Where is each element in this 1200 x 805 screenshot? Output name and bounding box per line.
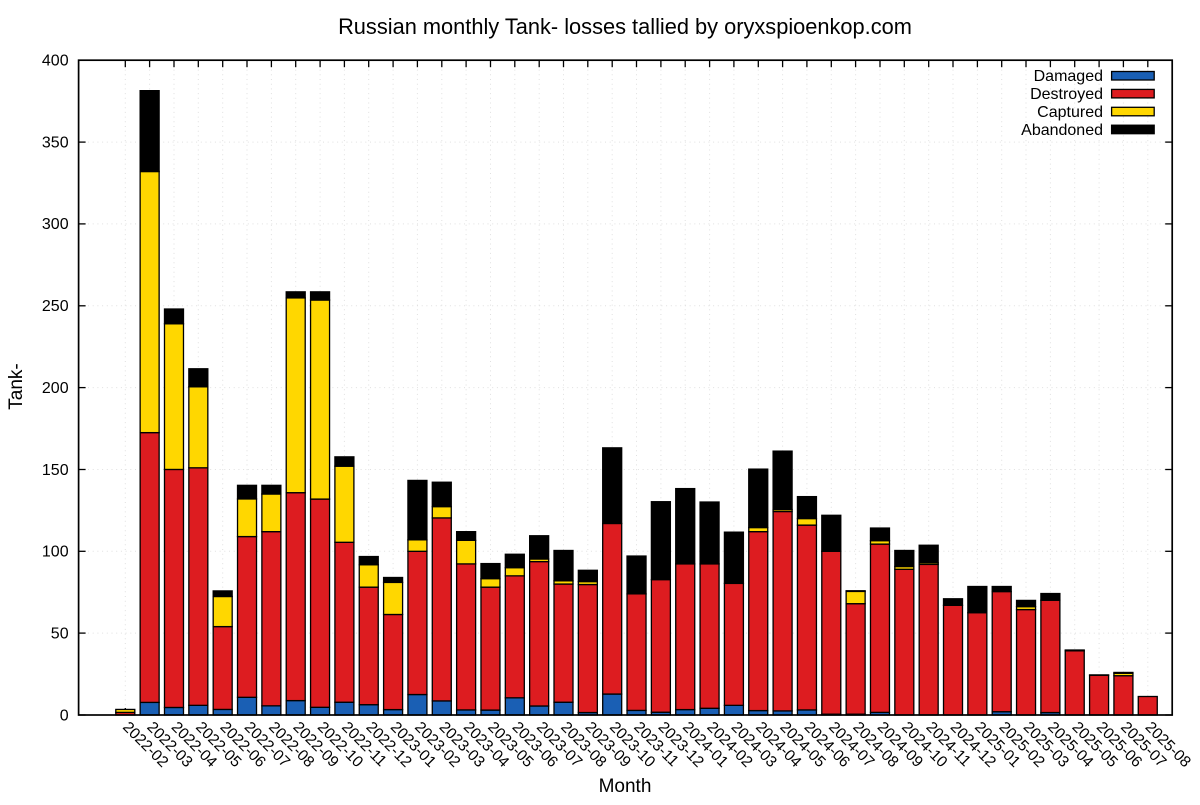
- svg-text:Month: Month: [599, 776, 652, 797]
- svg-text:50: 50: [51, 625, 69, 642]
- svg-text:400: 400: [42, 53, 69, 70]
- svg-text:Destroyed: Destroyed: [1030, 86, 1103, 103]
- svg-text:Captured: Captured: [1037, 104, 1103, 121]
- svg-text:350: 350: [42, 134, 69, 151]
- svg-text:0: 0: [60, 707, 69, 724]
- svg-text:Tank-: Tank-: [6, 363, 27, 409]
- svg-text:250: 250: [42, 298, 69, 315]
- svg-text:300: 300: [42, 216, 69, 233]
- svg-text:150: 150: [42, 462, 69, 479]
- svg-text:Russian monthly Tank- losses t: Russian monthly Tank- losses tallied by …: [338, 14, 912, 39]
- svg-text:200: 200: [42, 380, 69, 397]
- svg-text:Abandoned: Abandoned: [1021, 122, 1103, 139]
- svg-text:100: 100: [42, 544, 69, 561]
- svg-text:Damaged: Damaged: [1034, 68, 1103, 85]
